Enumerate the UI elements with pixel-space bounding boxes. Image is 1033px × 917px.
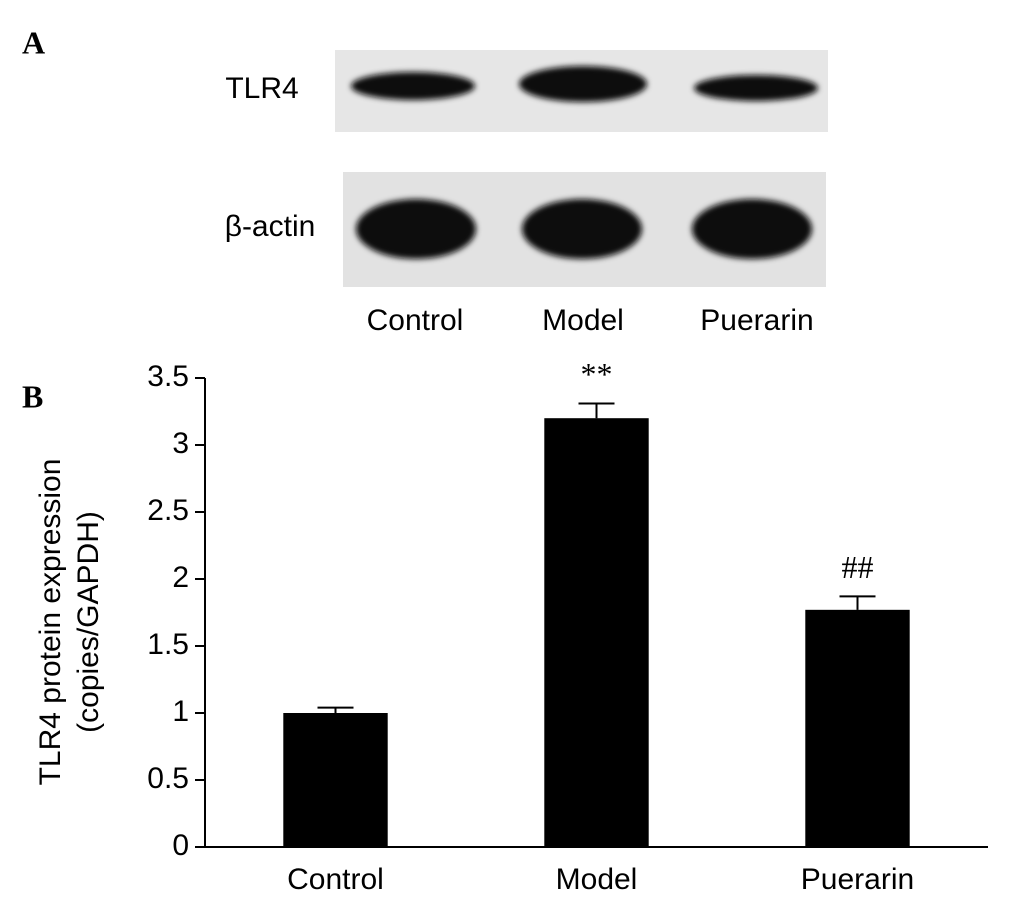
row-label: TLR4 [225,72,298,105]
x-tick-label: Control [287,863,384,896]
row-label: β-actin [225,210,316,243]
bar [544,418,649,847]
y-tick-label: 2 [172,561,189,594]
error-bar [578,402,615,419]
x-tick-label: Model [556,863,638,896]
y-tick-label: 0.5 [147,762,189,795]
band [692,199,812,259]
y-tick-label: 1 [172,695,189,728]
y-tick-label: 3 [172,427,189,460]
bar [283,713,388,847]
y-tick-label: 0 [172,829,189,862]
y-axis-title: TLR4 protein expression (copies/GAPDH) [34,459,105,786]
y-tick-label: 1.5 [147,628,189,661]
blot-bands [356,199,812,259]
significance-label: ## [842,549,874,585]
lane-label: Control [367,304,464,337]
panel-label: B [22,378,43,414]
band [522,199,642,259]
x-tick-label: Puerarin [801,863,914,896]
error-bar [839,595,876,610]
y-axis-title-line: TLR4 protein expression [34,459,67,786]
panel-label: A [22,24,45,60]
y-tick-label: 2.5 [147,494,189,527]
band [519,66,647,102]
lane-label: Model [542,304,624,337]
lane-label: Puerarin [700,304,813,337]
error-bar [317,706,354,713]
band [351,72,475,100]
blot-bands [351,66,818,102]
band [356,199,476,259]
y-axis-title-line: (copies/GAPDH) [72,511,105,733]
bar [805,609,910,847]
band [694,75,818,101]
y-tick-label: 3.5 [147,360,189,393]
significance-label: ** [581,356,613,392]
